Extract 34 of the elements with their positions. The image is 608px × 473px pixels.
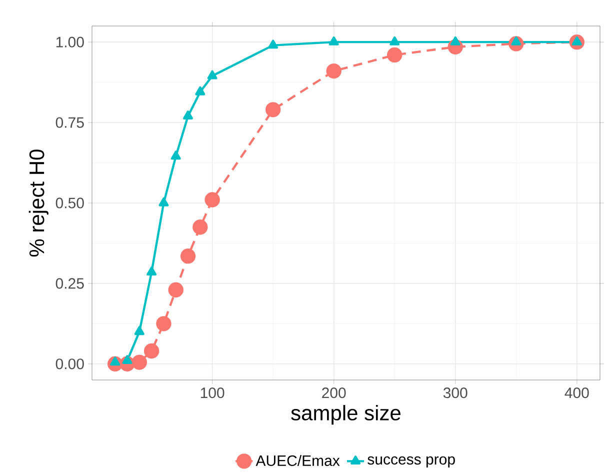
- x-tick-label: 100: [200, 388, 224, 398]
- y-tick-label: 0.00: [56, 358, 84, 370]
- y-tick-label: 1.00: [56, 36, 84, 48]
- point: [268, 40, 278, 49]
- point: [387, 47, 402, 63]
- point: [183, 110, 194, 120]
- y-tick-label: 0.75: [56, 117, 84, 128]
- point: [390, 36, 400, 46]
- point: [204, 192, 220, 208]
- x-axis-title: sample size: [291, 405, 400, 425]
- point: [326, 63, 342, 79]
- y-tick-label: 0.25: [56, 278, 84, 289]
- point: [144, 343, 160, 359]
- point: [450, 36, 460, 46]
- point: [328, 36, 339, 46]
- y-tick-label: 0.50: [56, 198, 84, 208]
- x-tick-label: 400: [564, 388, 589, 398]
- point: [265, 102, 281, 118]
- point: [146, 266, 157, 276]
- point: [156, 316, 172, 332]
- y-axis-title: % reject H0: [28, 150, 48, 257]
- legend-label: success prop: [368, 456, 455, 468]
- point: [207, 70, 218, 80]
- x-tick-label: 300: [443, 388, 468, 398]
- legend-label: AUEC/Emax: [256, 454, 340, 466]
- point: [170, 150, 181, 160]
- point: [192, 220, 208, 235]
- point: [158, 197, 169, 206]
- point: [132, 354, 147, 370]
- point: [180, 248, 196, 264]
- x-tick-label: 200: [322, 388, 346, 398]
- point: [134, 326, 144, 336]
- point: [168, 282, 184, 298]
- point: [195, 86, 206, 96]
